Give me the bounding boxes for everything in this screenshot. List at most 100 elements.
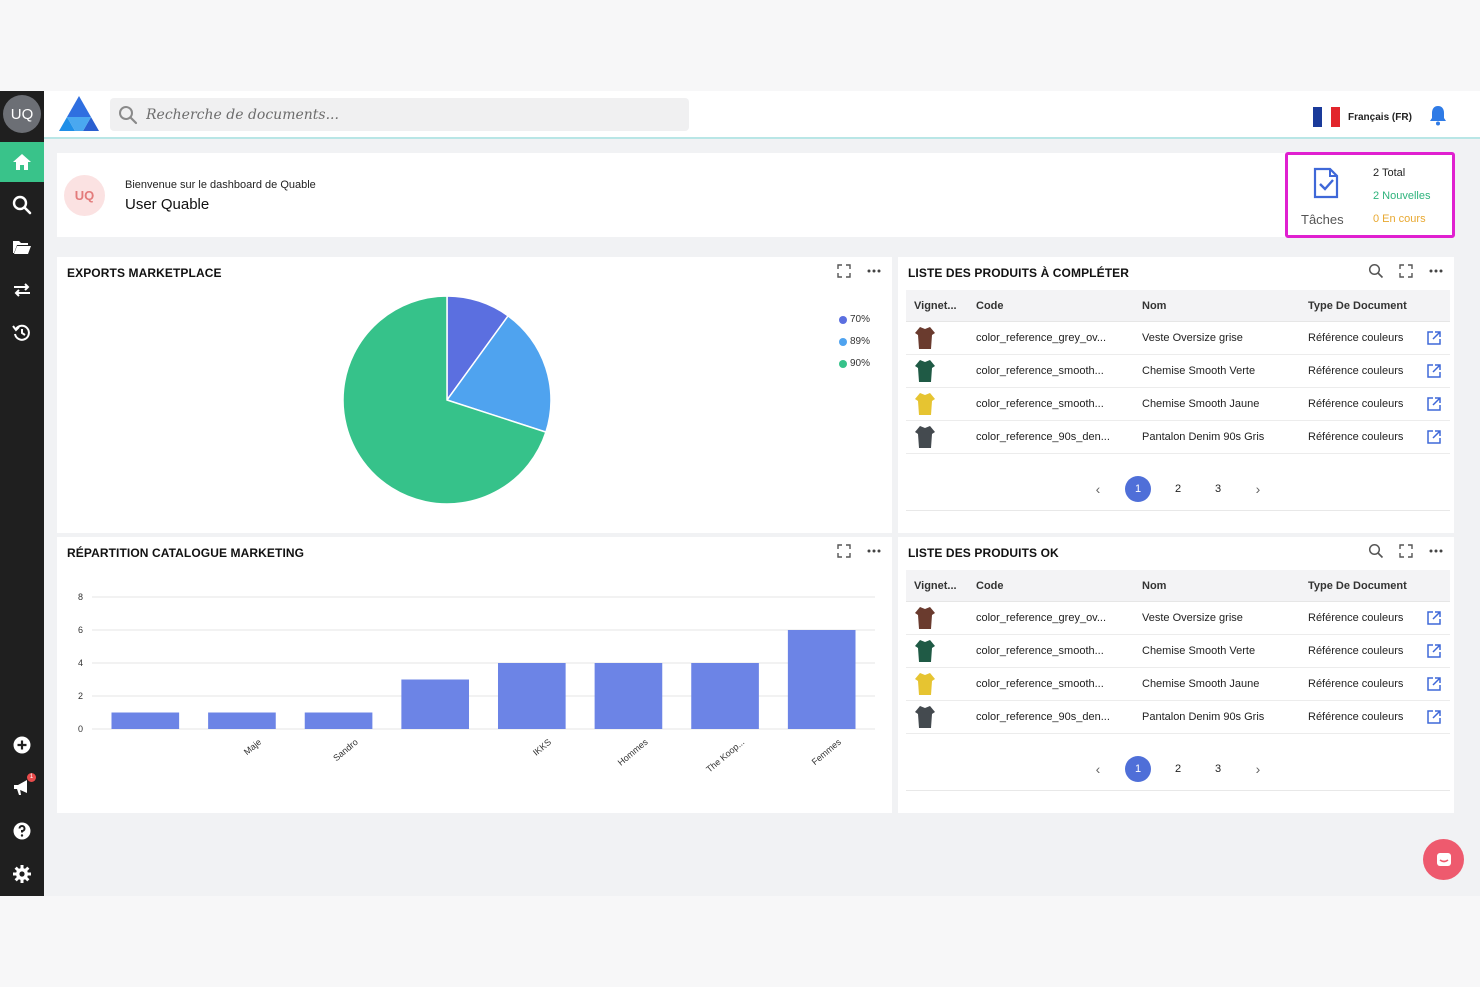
megaphone-icon (14, 780, 27, 795)
table-header: Vignet... Code Nom Type De Document (906, 290, 1450, 322)
pie-slice[interactable] (342, 295, 547, 505)
search-input[interactable] (146, 98, 676, 131)
x-tick-label: Maje (242, 737, 263, 757)
products-table: Vignet... Code Nom Type De Document color_re… (906, 570, 1450, 734)
expand-icon[interactable] (836, 263, 852, 279)
quable-logo[interactable] (58, 95, 100, 133)
cell-code: color_reference_smooth... (976, 678, 1104, 690)
sidebar-item-add[interactable] (0, 725, 44, 765)
cell-code: color_reference_grey_ov... (976, 612, 1107, 624)
tasks-in-progress: 0 En cours (1373, 213, 1426, 225)
sidebar-item-folders[interactable] (0, 227, 44, 267)
bar[interactable] (594, 663, 663, 729)
column-header-nom[interactable]: Nom (1142, 579, 1167, 592)
next-page-button[interactable]: › (1255, 481, 1261, 497)
bar[interactable] (401, 679, 470, 730)
table-row[interactable]: color_reference_smooth... Chemise Smooth … (906, 668, 1450, 701)
more-icon[interactable] (1428, 543, 1444, 559)
cell-nom: Pantalon Denim 90s Gris (1142, 431, 1265, 443)
products-ok-card: LISTE DES PRODUITS OK Vignet... Code Nom Typ… (898, 537, 1454, 813)
product-image (915, 426, 935, 448)
table-row[interactable]: color_reference_grey_ov... Veste Oversize… (906, 322, 1450, 355)
page-button[interactable]: 3 (1214, 483, 1222, 495)
sidebar-item-settings[interactable] (0, 854, 44, 894)
bar[interactable] (691, 663, 759, 729)
sidebar-item-history[interactable] (0, 313, 44, 353)
bar[interactable] (208, 712, 276, 730)
table-header: Vignet... Code Nom Type De Document (906, 570, 1450, 602)
cell-type: Référence couleurs (1308, 645, 1404, 657)
column-header-nom[interactable]: Nom (1142, 299, 1167, 312)
cell-type: Référence couleurs (1308, 678, 1404, 690)
legend-item[interactable]: 89% (839, 336, 870, 347)
bar[interactable] (787, 630, 856, 729)
cell-code: color_reference_90s_den... (976, 431, 1110, 443)
chat-launcher-button[interactable] (1423, 839, 1464, 880)
sidebar-item-help[interactable] (0, 811, 44, 851)
column-header-code[interactable]: Code (976, 299, 1004, 312)
next-page-button[interactable]: › (1255, 761, 1261, 777)
open-external-icon[interactable] (1426, 676, 1442, 692)
product-image (915, 393, 935, 415)
page-button[interactable]: 2 (1174, 483, 1182, 495)
expand-icon[interactable] (1398, 543, 1414, 559)
table-row[interactable]: color_reference_grey_ov... Veste Oversize… (906, 602, 1450, 635)
page-button[interactable]: 1 (1125, 756, 1151, 782)
open-external-icon[interactable] (1426, 330, 1442, 346)
expand-icon[interactable] (836, 543, 852, 559)
open-external-icon[interactable] (1426, 610, 1442, 626)
more-icon[interactable] (866, 263, 882, 279)
pagination: ‹ 1 2 3 › (898, 476, 1458, 502)
table-row[interactable]: color_reference_smooth... Chemise Smooth … (906, 388, 1450, 421)
product-image (915, 327, 935, 349)
page-button[interactable]: 2 (1174, 763, 1182, 775)
card-title: EXPORTS MARKETPLACE (67, 266, 222, 280)
language-selector[interactable]: Français (FR) (1313, 107, 1412, 127)
sidebar-item-search[interactable] (0, 185, 44, 225)
bar[interactable] (111, 712, 180, 730)
table-row[interactable]: color_reference_smooth... Chemise Smooth … (906, 355, 1450, 388)
column-header-thumbnail[interactable]: Vignet... (914, 299, 957, 312)
open-external-icon[interactable] (1426, 396, 1442, 412)
sidebar-item-home[interactable] (0, 142, 44, 182)
column-header-type[interactable]: Type De Document (1308, 299, 1407, 312)
legend-item[interactable]: 70% (839, 314, 870, 325)
catalogue-bar-chart: 0 2 4 6 8 Maje Sandro IKKS Hommes The Koop... Femm… (78, 592, 875, 774)
search-icon[interactable] (1368, 543, 1384, 559)
page-button[interactable]: 3 (1214, 763, 1222, 775)
open-external-icon[interactable] (1426, 709, 1442, 725)
prev-page-button[interactable]: ‹ (1095, 481, 1101, 497)
expand-icon[interactable] (1398, 263, 1414, 279)
legend-swatch (839, 359, 847, 368)
bell-icon[interactable] (1427, 104, 1449, 126)
bar[interactable] (304, 712, 373, 730)
table-row[interactable]: color_reference_smooth... Chemise Smooth … (906, 635, 1450, 668)
column-header-type[interactable]: Type De Document (1308, 579, 1407, 592)
sidebar-item-announcements[interactable]: 1 (0, 767, 44, 807)
sidebar-avatar[interactable]: UQ (3, 95, 41, 133)
more-icon[interactable] (866, 543, 882, 559)
legend-item[interactable]: 90% (839, 358, 870, 369)
table-row[interactable]: color_reference_90s_den... Pantalon Denim… (906, 701, 1450, 734)
app: UQ 1 (0, 91, 1480, 896)
bar[interactable] (497, 663, 566, 729)
product-image (915, 607, 935, 629)
cell-code: color_reference_smooth... (976, 398, 1104, 410)
column-header-thumbnail[interactable]: Vignet... (914, 579, 957, 592)
table-row[interactable]: color_reference_90s_den... Pantalon Denim… (906, 421, 1450, 454)
cell-nom: Veste Oversize grise (1142, 612, 1243, 624)
pagination: ‹ 1 2 3 › (898, 756, 1458, 782)
prev-page-button[interactable]: ‹ (1095, 761, 1101, 777)
open-external-icon[interactable] (1426, 643, 1442, 659)
sidebar-item-transfers[interactable] (0, 270, 44, 310)
cell-type: Référence couleurs (1308, 332, 1404, 344)
open-external-icon[interactable] (1426, 363, 1442, 379)
tasks-widget[interactable]: Tâches 2 Total 2 Nouvelles 0 En cours (1285, 152, 1455, 238)
cell-nom: Pantalon Denim 90s Gris (1142, 711, 1265, 723)
column-header-code[interactable]: Code (976, 579, 1004, 592)
open-external-icon[interactable] (1426, 429, 1442, 445)
pie-slice[interactable] (445, 314, 552, 434)
search-icon[interactable] (1368, 263, 1384, 279)
page-button[interactable]: 1 (1125, 476, 1151, 502)
more-icon[interactable] (1428, 263, 1444, 279)
